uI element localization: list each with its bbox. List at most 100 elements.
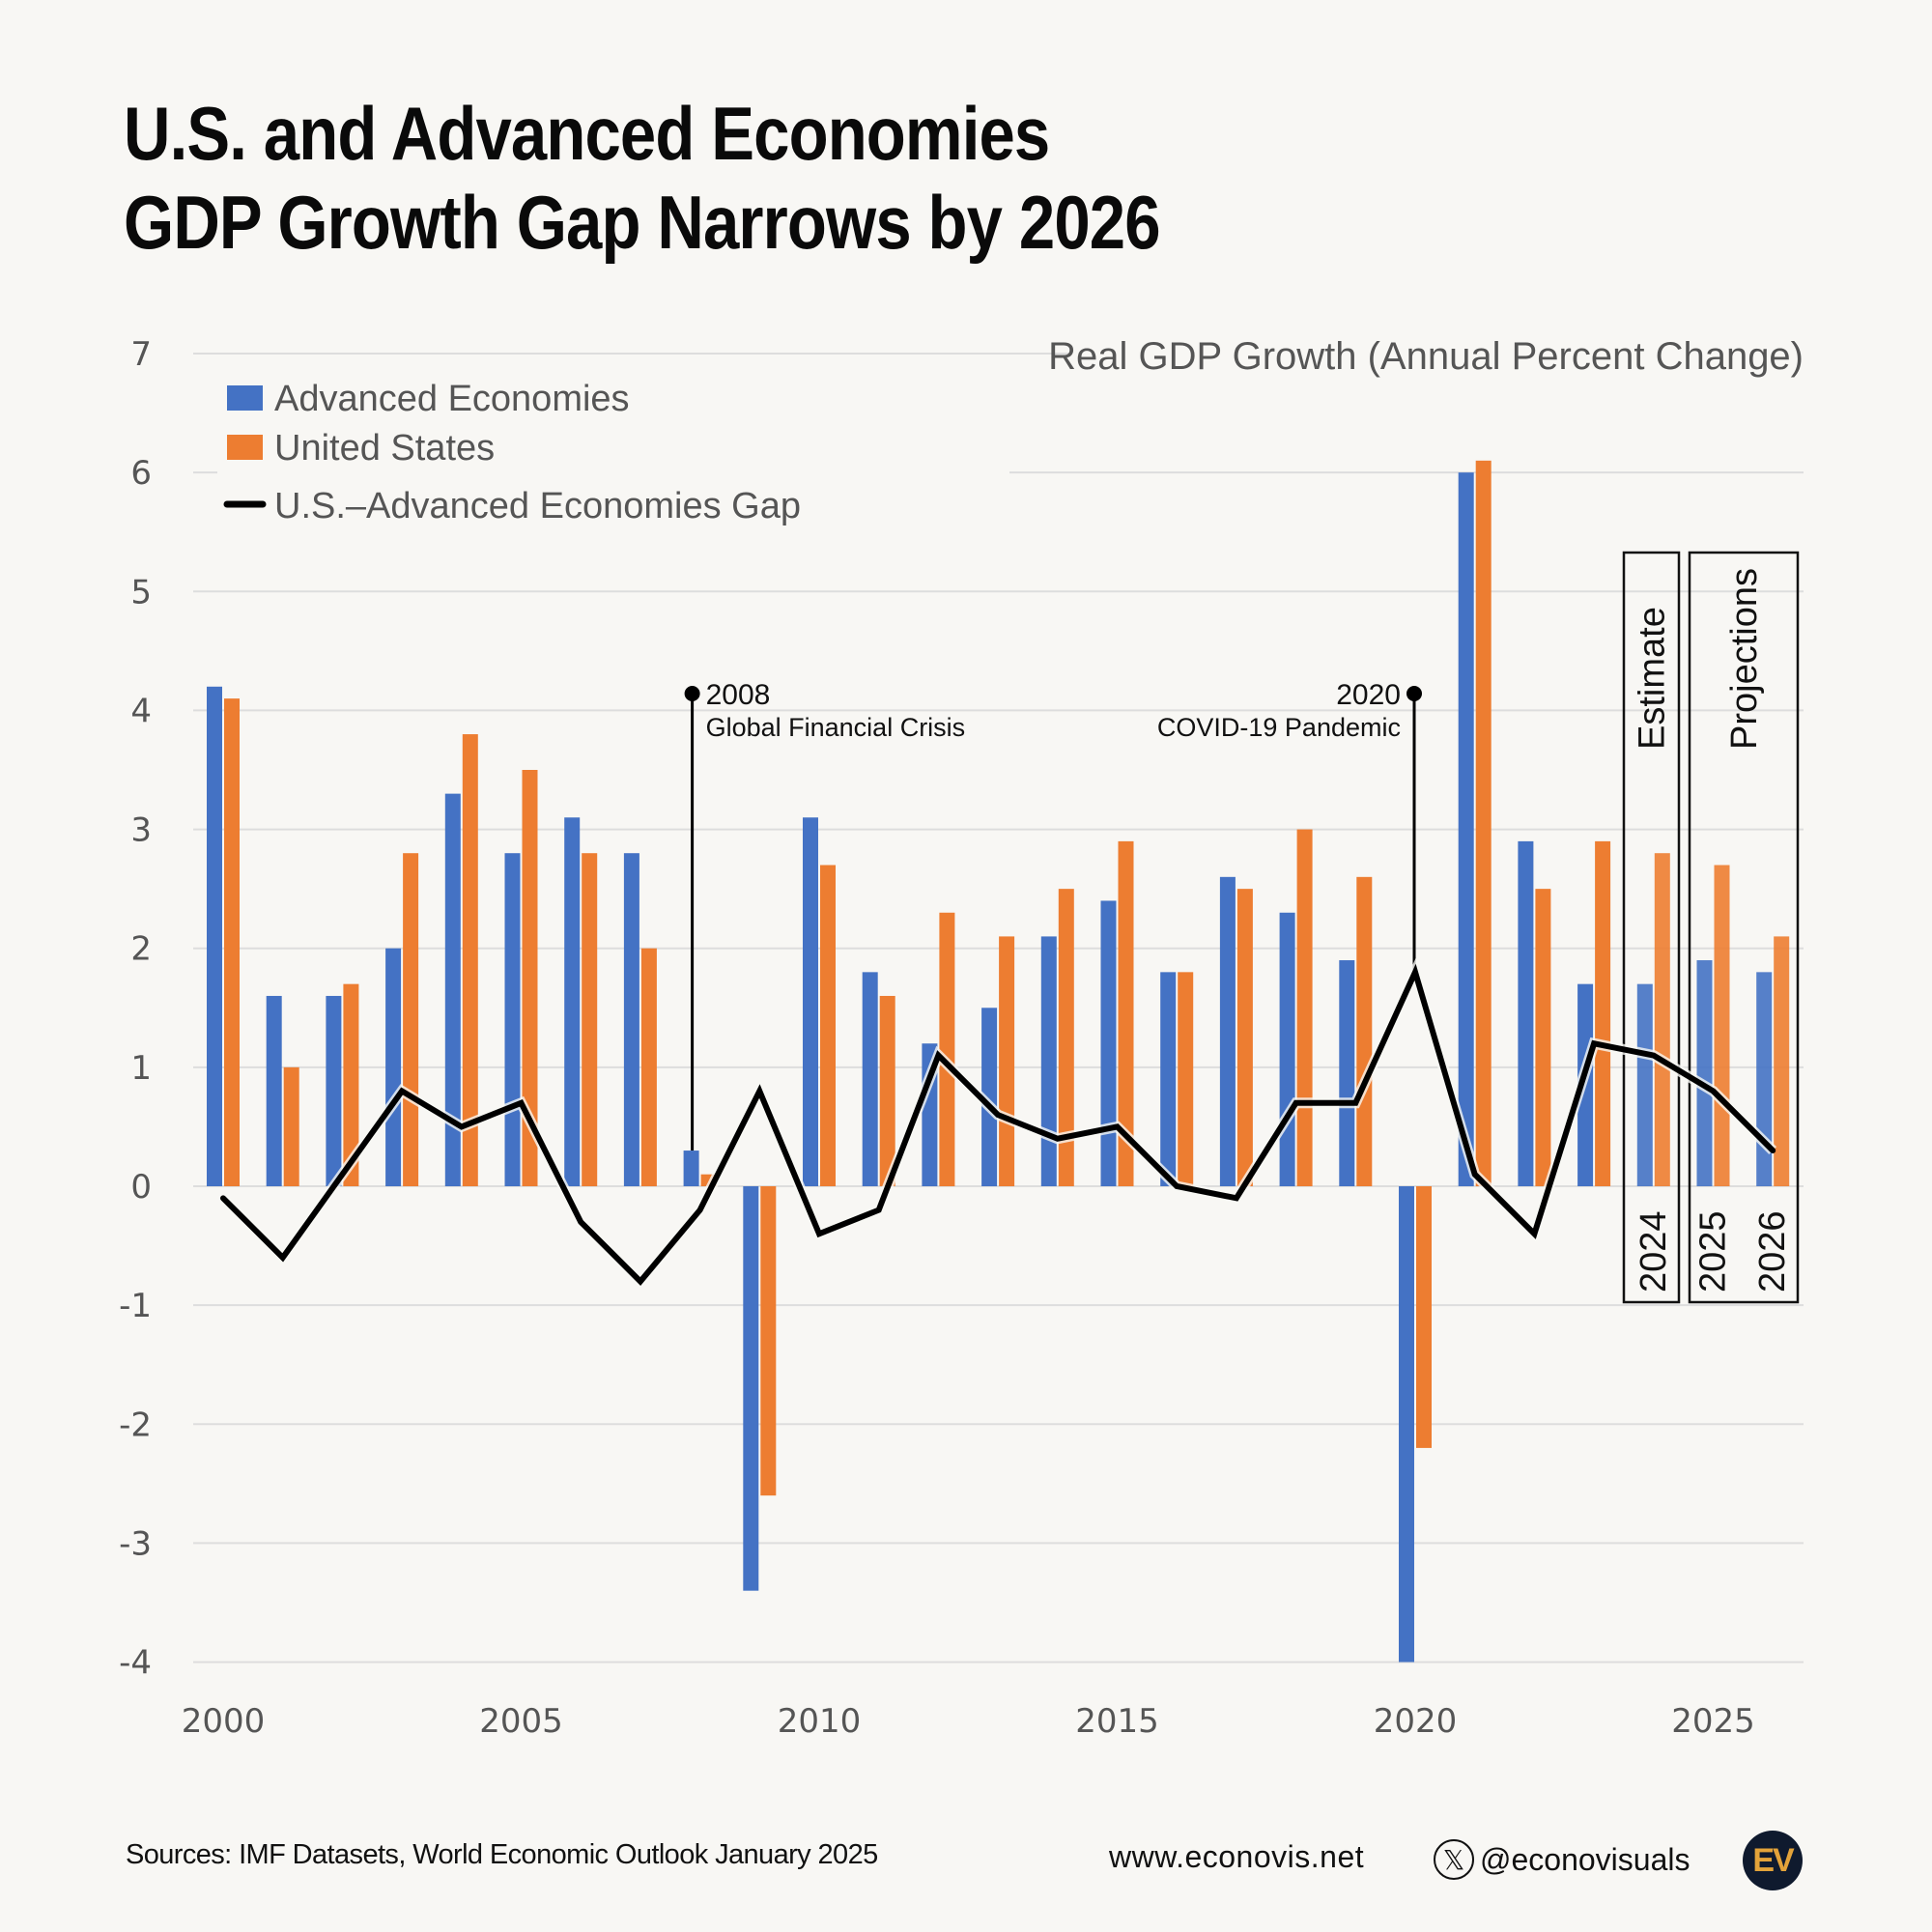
chart-title-line-2: GDP Growth Gap Narrows by 2026 (124, 180, 1161, 265)
bar-united-states (1654, 853, 1670, 1186)
bar-advanced-economies (683, 1151, 699, 1186)
bar-advanced-economies (1399, 1186, 1414, 1662)
econovis-logo: EV (1743, 1831, 1803, 1890)
bar-advanced-economies (1696, 960, 1713, 1186)
bar-united-states (760, 1186, 777, 1496)
gap-line-group (219, 956, 1777, 1290)
y-axis-title: Real GDP Growth (Annual Percent Change) (1048, 335, 1804, 378)
bar-united-states (1475, 460, 1492, 1186)
bar-advanced-economies (207, 686, 222, 1186)
y-tick-label: 4 (130, 692, 152, 730)
legend-label: Advanced Economies (274, 379, 630, 419)
bar-advanced-economies (1458, 472, 1474, 1187)
bar-united-states (403, 853, 419, 1186)
bar-advanced-economies (385, 948, 402, 1186)
bar-advanced-economies (444, 793, 461, 1186)
x-tick-label: 2020 (1374, 1702, 1458, 1741)
chart-title: U.S. and Advanced Economies GDP Growth G… (124, 89, 1161, 267)
legend-swatch-advanced-economies (227, 385, 263, 411)
bar-advanced-economies (623, 853, 639, 1186)
period-box-estimate (1622, 551, 1681, 1304)
legend-swatch-united-states (227, 435, 263, 460)
bar-united-states (1296, 829, 1313, 1186)
bar-advanced-economies (1756, 972, 1773, 1186)
legend-label: United States (274, 428, 495, 469)
bar-united-states (879, 995, 895, 1186)
bar-united-states (1356, 876, 1373, 1186)
y-axis-ticks: 7 6 5 4 3 2 1 0 -1 -2 -3 -4 (119, 335, 152, 1683)
annotation-year: 2008 (706, 679, 771, 711)
gridlines (193, 353, 1804, 1663)
bar-advanced-economies (1219, 876, 1236, 1186)
y-tick-label: -1 (119, 1287, 152, 1325)
x-tick-label: 2025 (1671, 1702, 1755, 1741)
bar-united-states (462, 734, 478, 1186)
y-tick-label: 0 (130, 1168, 152, 1207)
y-tick-label: -2 (119, 1406, 152, 1444)
legend-bg (217, 372, 1009, 536)
bar-advanced-economies (504, 853, 521, 1186)
bar-advanced-economies (326, 995, 342, 1186)
bar-united-states (1774, 936, 1790, 1186)
bar-advanced-economies (1636, 983, 1653, 1186)
y-tick-label: 2 (130, 930, 152, 969)
bar-advanced-economies (743, 1186, 759, 1591)
y-tick-label: 7 (130, 335, 152, 374)
period-boxes: Estimate 2024 Projections 2025 2026 (1622, 551, 1800, 1304)
bar-united-states (224, 698, 240, 1186)
period-label: Estimate (1633, 607, 1673, 750)
bar-advanced-economies (266, 995, 282, 1186)
y-tick-label: 1 (130, 1049, 152, 1088)
y-tick-label: -3 (119, 1524, 152, 1563)
bar-advanced-economies (1100, 900, 1117, 1186)
sources-note: Sources: IMF Datasets, World Economic Ou… (126, 1839, 878, 1870)
x-logo-icon: 𝕏 (1434, 1839, 1474, 1880)
bar-united-states (343, 983, 359, 1186)
y-tick-label: -4 (119, 1644, 152, 1683)
bar-united-states (1178, 972, 1194, 1186)
website-link[interactable]: www.econovis.net (1109, 1839, 1365, 1874)
bar-united-states (1416, 1186, 1432, 1448)
bar-advanced-economies (564, 817, 581, 1186)
bar-united-states (582, 853, 598, 1186)
bar-advanced-economies (862, 972, 878, 1186)
x-tick-label: 2000 (182, 1702, 266, 1741)
annotation-year: 2020 (1336, 679, 1401, 711)
bar-advanced-economies (981, 1008, 998, 1186)
x-handle-text: @econovisuals (1480, 1841, 1690, 1877)
bar-united-states (522, 770, 538, 1186)
bar-advanced-economies (803, 817, 818, 1186)
bar-united-states (1118, 840, 1134, 1186)
bar-united-states (1535, 889, 1551, 1186)
bar-united-states (1714, 865, 1730, 1186)
bar-united-states (1236, 889, 1253, 1186)
period-label: Projections (1724, 568, 1765, 750)
legend-label: U.S.–Advanced Economies Gap (274, 486, 801, 526)
bar-united-states (1058, 889, 1074, 1186)
x-tick-label: 2015 (1075, 1702, 1159, 1741)
x-handle-link[interactable]: 𝕏 @econovisuals (1434, 1839, 1690, 1880)
annotation-dot (1406, 686, 1422, 701)
period-box-projections (1688, 551, 1800, 1304)
y-tick-label: 6 (130, 454, 152, 493)
x-tick-label: 2010 (778, 1702, 862, 1741)
bars (207, 460, 1790, 1662)
bar-united-states (820, 865, 836, 1186)
legend: Advanced Economies United States U.S.–Adva… (217, 372, 1009, 536)
x-axis-ticks: 2000 2005 2010 2015 2020 2025 (182, 1702, 1755, 1741)
bar-united-states (283, 1066, 299, 1186)
bar-united-states (999, 936, 1015, 1186)
annotation-text: COVID-19 Pandemic (1157, 713, 1401, 742)
annotation-dot (684, 686, 700, 701)
period-year-label: 2026 (1752, 1210, 1793, 1293)
x-tick-label: 2005 (479, 1702, 563, 1741)
y-tick-label: 3 (130, 811, 152, 850)
y-tick-label: 5 (130, 573, 152, 611)
bar-advanced-economies (1040, 936, 1057, 1186)
bar-united-states (1595, 840, 1611, 1186)
bar-advanced-economies (1160, 972, 1177, 1186)
bar-united-states (939, 912, 955, 1186)
bar-advanced-economies (1279, 912, 1295, 1186)
